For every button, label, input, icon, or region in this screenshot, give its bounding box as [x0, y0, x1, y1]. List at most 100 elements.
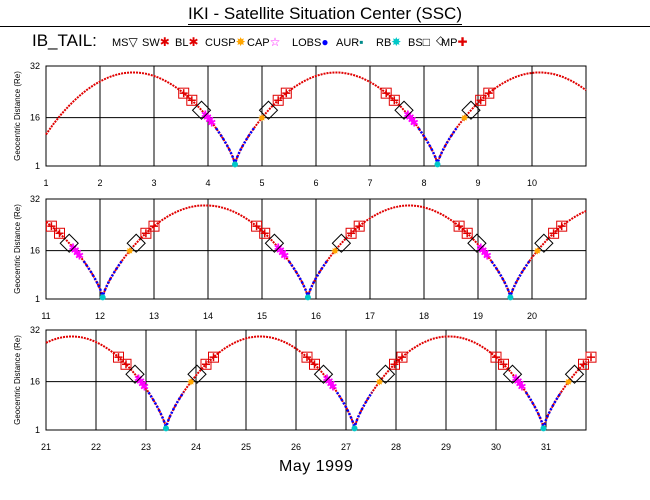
legend-symbol-icon: ☆ — [269, 35, 281, 49]
cap-marker: ✱ — [207, 117, 216, 129]
legend-label: SW — [142, 37, 160, 49]
legend-symbol-icon: ▽ — [128, 35, 138, 49]
mp-marker — [259, 227, 271, 239]
cap-marker: ✱ — [280, 250, 289, 262]
legend-item-diamond: ◇ — [436, 33, 445, 47]
mp-marker — [140, 227, 152, 239]
cusp-marker: ✸ — [126, 247, 134, 258]
mp-marker — [186, 94, 198, 106]
mp-marker — [475, 94, 487, 106]
legend-symbol-icon: ✸ — [235, 35, 246, 49]
cap-marker: ✱ — [410, 117, 419, 129]
y-tick-label: 1 — [35, 161, 40, 171]
x-tick-label: 13 — [149, 311, 159, 321]
cap-marker: ✱ — [138, 379, 147, 391]
x-tick-label: 31 — [541, 442, 551, 452]
x-tick-label: 22 — [91, 442, 101, 452]
legend-symbol-icon: ◇ — [436, 33, 446, 47]
x-tick-label: 26 — [291, 442, 301, 452]
aur-marker — [163, 425, 169, 432]
cap-marker: ✱ — [408, 115, 417, 127]
orbit-curve — [45, 71, 587, 168]
diamond-marker — [313, 364, 334, 384]
lobes-segment — [215, 127, 255, 164]
diamond-marker — [467, 233, 487, 253]
y-axis-label: Geocentric Distance (Re) — [13, 71, 22, 161]
mp-marker — [585, 351, 597, 363]
mp-marker — [388, 94, 400, 106]
x-tick-label: 23 — [141, 442, 151, 452]
mp-marker — [483, 87, 495, 99]
x-tick-label: 12 — [95, 311, 105, 321]
diamond-marker — [59, 233, 79, 253]
mp-marker — [54, 227, 65, 239]
aur-marker — [351, 425, 358, 432]
mp-marker — [45, 220, 57, 232]
cap-marker: ✱ — [480, 248, 489, 260]
diamond-marker — [564, 364, 585, 384]
x-tick-label: 27 — [341, 442, 351, 452]
aur-marker — [99, 294, 106, 301]
legend-label: CUSP — [205, 37, 236, 49]
cusp-marker: ✸ — [375, 378, 383, 389]
mp-marker — [548, 227, 560, 239]
legend-item-cap: CAP☆ — [247, 35, 280, 49]
mp-marker — [353, 220, 365, 232]
orbit-curve — [45, 335, 587, 429]
x-tick-label: 16 — [311, 311, 321, 321]
x-tick-label: 7 — [367, 178, 372, 188]
mp-marker — [148, 220, 160, 232]
y-tick-label: 32 — [30, 325, 40, 335]
lobes-segment — [287, 260, 328, 297]
mp-marker — [208, 351, 219, 363]
cap-marker: ✱ — [276, 245, 285, 257]
legend-label: LOBS — [292, 37, 322, 49]
mp-marker — [578, 358, 589, 370]
x-tick-label: 24 — [191, 442, 201, 452]
x-tick-label: 3 — [151, 178, 156, 188]
mp-marker — [389, 358, 400, 370]
x-tick-label: 20 — [527, 311, 537, 321]
diamond-marker — [126, 233, 146, 253]
legend-item-ms: MS▽ — [112, 35, 138, 49]
legend-item-bs: BS□ — [408, 35, 430, 49]
legend-label: CAP — [247, 37, 270, 49]
x-tick-label: 9 — [475, 178, 480, 188]
plot-frame — [45, 329, 587, 431]
lobes-segment — [147, 391, 185, 428]
mp-marker — [556, 220, 568, 232]
x-tick-label: 1 — [43, 178, 48, 188]
page-title: IKI - Satellite Situation Center (SSC) — [0, 4, 650, 27]
legend-item-lobs: LOBS● — [292, 35, 329, 49]
x-tick-label: 19 — [473, 311, 483, 321]
legend-item-bl: BL✱ — [175, 35, 199, 49]
cap-marker: ✱ — [405, 112, 414, 124]
x-tick-label: 30 — [491, 442, 501, 452]
mp-marker — [490, 351, 502, 363]
cusp-marker: ✸ — [258, 114, 266, 125]
lobes-segment — [524, 391, 563, 428]
y-tick-label: 1 — [35, 294, 40, 304]
legend-item-cusp: CUSP✸ — [205, 35, 246, 49]
cap-marker: ✱ — [328, 381, 337, 393]
cap-marker: ✱ — [483, 250, 492, 262]
mp-marker — [200, 358, 212, 370]
x-tick-label: 21 — [41, 442, 51, 452]
lobes-segment — [82, 260, 123, 297]
cap-marker: ✱ — [513, 376, 522, 388]
x-tick-label: 10 — [527, 178, 537, 188]
diamond-marker — [502, 364, 523, 384]
diamond-marker — [375, 364, 396, 384]
cusp-marker: ✸ — [564, 378, 572, 389]
x-tick-label: 18 — [419, 311, 429, 321]
legend-symbol-icon: ✸ — [391, 35, 402, 49]
cusp-marker: ✸ — [331, 247, 339, 258]
cap-marker: ✱ — [278, 248, 287, 260]
diamond-marker — [461, 100, 481, 120]
diamond-marker — [534, 233, 554, 253]
mp-marker — [251, 220, 263, 232]
satellite-label: IB_TAIL: — [32, 31, 97, 50]
x-tick-label: 17 — [365, 311, 375, 321]
legend-symbol-icon: ✱ — [188, 35, 199, 49]
mp-marker — [120, 358, 132, 370]
